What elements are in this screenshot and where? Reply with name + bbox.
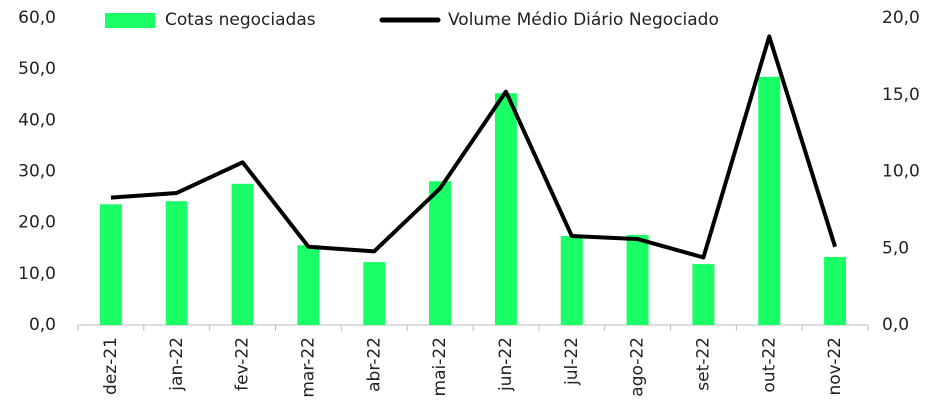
y2-tick-label: 15,0 [882,85,920,105]
x-tick-label: dez-21 [101,337,121,395]
x-tick-label: mai-22 [430,337,450,396]
y2-tick-label: 20,0 [882,8,920,28]
bar [758,76,781,325]
bar [231,183,254,325]
bar [626,234,649,325]
bar [824,256,847,325]
y-tick-label: 60,0 [18,8,56,28]
y-tick-label: 20,0 [18,213,56,233]
x-tick-label: jan-22 [167,337,187,392]
y-tick-label: 50,0 [18,59,56,79]
bar [165,201,188,325]
x-tick-label: fev-22 [233,337,253,391]
x-tick-label: jun-22 [496,337,516,392]
bar [363,262,386,325]
y-tick-label: 10,0 [18,264,56,284]
legend-swatch [105,13,155,28]
legend-label: Volume Médio Diário Negociado [448,10,719,30]
bar [494,93,517,325]
legend-label: Cotas negociadas [165,10,316,30]
bar [692,264,715,325]
x-tick-label: mar-22 [298,337,318,398]
x-tick-label: set-22 [693,337,713,391]
y2-tick-label: 0,0 [882,315,909,335]
x-tick-label: jul-22 [562,337,582,386]
x-tick-label: abr-22 [364,337,384,392]
bar [99,204,122,325]
bar [297,245,320,325]
x-tick-label: out-22 [759,337,779,393]
line [110,34,837,260]
x-tick-label: nov-22 [825,337,845,396]
y-tick-label: 30,0 [18,162,56,182]
bar [429,181,452,325]
bar [560,235,583,325]
y-tick-label: 40,0 [18,110,56,130]
y2-tick-label: 5,0 [882,238,909,258]
y-tick-label: 0,0 [29,315,56,335]
x-tick-label: ago-22 [628,337,648,397]
y2-tick-label: 10,0 [882,162,920,182]
